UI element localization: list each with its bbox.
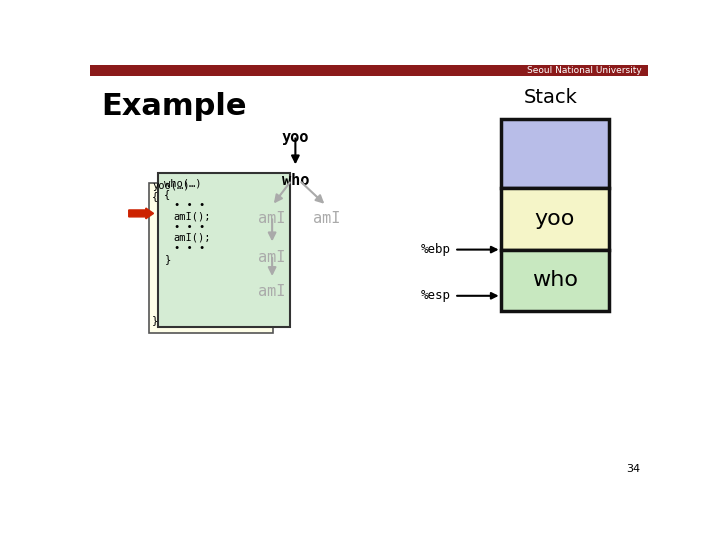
Text: • • •: • • • bbox=[174, 244, 205, 253]
Text: who: who bbox=[282, 173, 309, 187]
Bar bbox=[149, 183, 273, 333]
Text: who(…): who(…) bbox=[164, 179, 202, 189]
Text: Seoul National University: Seoul National University bbox=[527, 66, 642, 76]
Text: 34: 34 bbox=[626, 464, 640, 475]
Text: who: who bbox=[532, 271, 578, 291]
Bar bbox=[500, 119, 609, 188]
Bar bbox=[500, 188, 609, 249]
Text: yoo: yoo bbox=[282, 130, 309, 145]
Text: amI: amI bbox=[258, 284, 286, 299]
Text: • • •: • • • bbox=[174, 222, 205, 232]
Text: amI: amI bbox=[312, 211, 340, 226]
Text: Stack: Stack bbox=[524, 88, 578, 107]
Text: amI();: amI(); bbox=[174, 211, 211, 221]
Text: yoo(…): yoo(…) bbox=[152, 181, 189, 191]
Text: %ebp: %ebp bbox=[420, 243, 451, 256]
Text: Example: Example bbox=[102, 92, 247, 121]
FancyArrow shape bbox=[129, 208, 153, 219]
Text: }: } bbox=[152, 315, 158, 325]
Text: amI: amI bbox=[258, 211, 286, 226]
Bar bbox=[500, 249, 609, 311]
Text: }: } bbox=[164, 254, 171, 264]
Text: amI: amI bbox=[258, 249, 286, 265]
Text: {: { bbox=[152, 191, 158, 201]
Text: amI();: amI(); bbox=[174, 233, 211, 242]
Bar bbox=[90, 65, 648, 76]
Bar bbox=[158, 173, 290, 327]
Text: • • •: • • • bbox=[174, 200, 205, 210]
Text: yoo: yoo bbox=[535, 209, 575, 229]
Text: {: { bbox=[164, 190, 171, 200]
Text: %esp: %esp bbox=[420, 289, 451, 302]
